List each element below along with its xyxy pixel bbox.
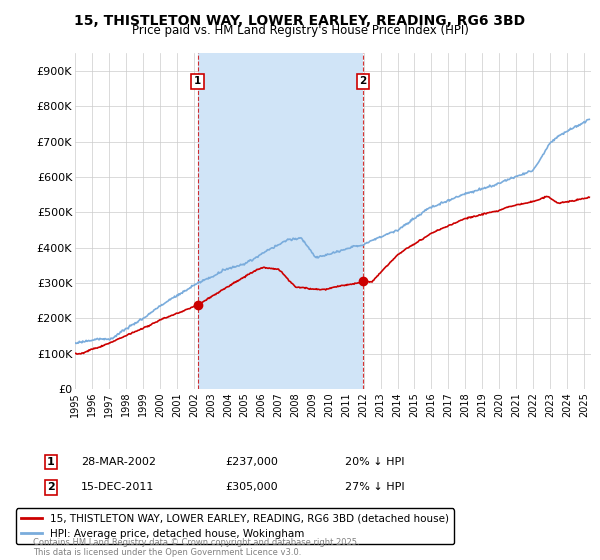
Text: Price paid vs. HM Land Registry's House Price Index (HPI): Price paid vs. HM Land Registry's House … — [131, 24, 469, 37]
Text: 20% ↓ HPI: 20% ↓ HPI — [345, 457, 404, 467]
Text: 27% ↓ HPI: 27% ↓ HPI — [345, 482, 404, 492]
Text: 1: 1 — [194, 77, 202, 86]
Text: 15-DEC-2011: 15-DEC-2011 — [81, 482, 154, 492]
Text: £305,000: £305,000 — [225, 482, 278, 492]
Text: 1: 1 — [47, 457, 55, 467]
Bar — [198, 53, 363, 389]
Text: 28-MAR-2002: 28-MAR-2002 — [81, 457, 156, 467]
Legend: 15, THISTLETON WAY, LOWER EARLEY, READING, RG6 3BD (detached house), HPI: Averag: 15, THISTLETON WAY, LOWER EARLEY, READIN… — [16, 508, 454, 544]
Text: 2: 2 — [47, 482, 55, 492]
Text: 15, THISTLETON WAY, LOWER EARLEY, READING, RG6 3BD: 15, THISTLETON WAY, LOWER EARLEY, READIN… — [74, 14, 526, 28]
Text: Contains HM Land Registry data © Crown copyright and database right 2025.
This d: Contains HM Land Registry data © Crown c… — [33, 538, 359, 557]
Text: £237,000: £237,000 — [225, 457, 278, 467]
Text: 2: 2 — [359, 77, 367, 86]
